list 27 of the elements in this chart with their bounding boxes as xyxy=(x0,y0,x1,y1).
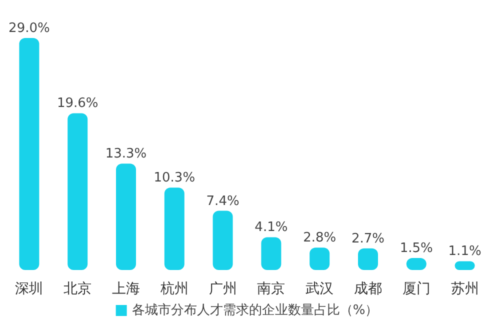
data-label: 1.5% xyxy=(400,241,433,256)
x-tick-label: 南京 xyxy=(257,281,286,297)
data-label: 7.4% xyxy=(206,194,240,209)
data-label: 10.3% xyxy=(154,170,196,186)
data-label: 2.8% xyxy=(303,230,336,246)
bar xyxy=(164,188,184,270)
bar xyxy=(261,237,282,270)
data-label: 13.3% xyxy=(105,146,147,162)
bar xyxy=(68,113,88,270)
x-tick-label: 广州 xyxy=(208,281,237,297)
x-tick-label: 深圳 xyxy=(15,281,44,297)
bar xyxy=(212,210,233,270)
x-tick-label: 苏州 xyxy=(450,281,479,297)
legend-label: 各城市分布人才需求的企业数量占比（%） xyxy=(132,303,378,318)
x-tick-label: 北京 xyxy=(64,281,92,297)
data-label: 19.6% xyxy=(56,96,98,112)
x-tick-label: 上海 xyxy=(112,281,140,297)
x-tick-label: 杭州 xyxy=(159,281,188,297)
x-tick-label: 成都 xyxy=(354,281,382,297)
x-tick-label: 武汉 xyxy=(306,281,334,297)
data-label: 4.1% xyxy=(254,220,288,236)
data-label: 29.0% xyxy=(8,21,50,36)
bar xyxy=(116,164,136,270)
data-label: 2.7% xyxy=(351,231,385,246)
x-tick-label: 厦门 xyxy=(402,281,430,297)
bar xyxy=(19,38,40,270)
data-label: 1.1% xyxy=(448,244,482,260)
